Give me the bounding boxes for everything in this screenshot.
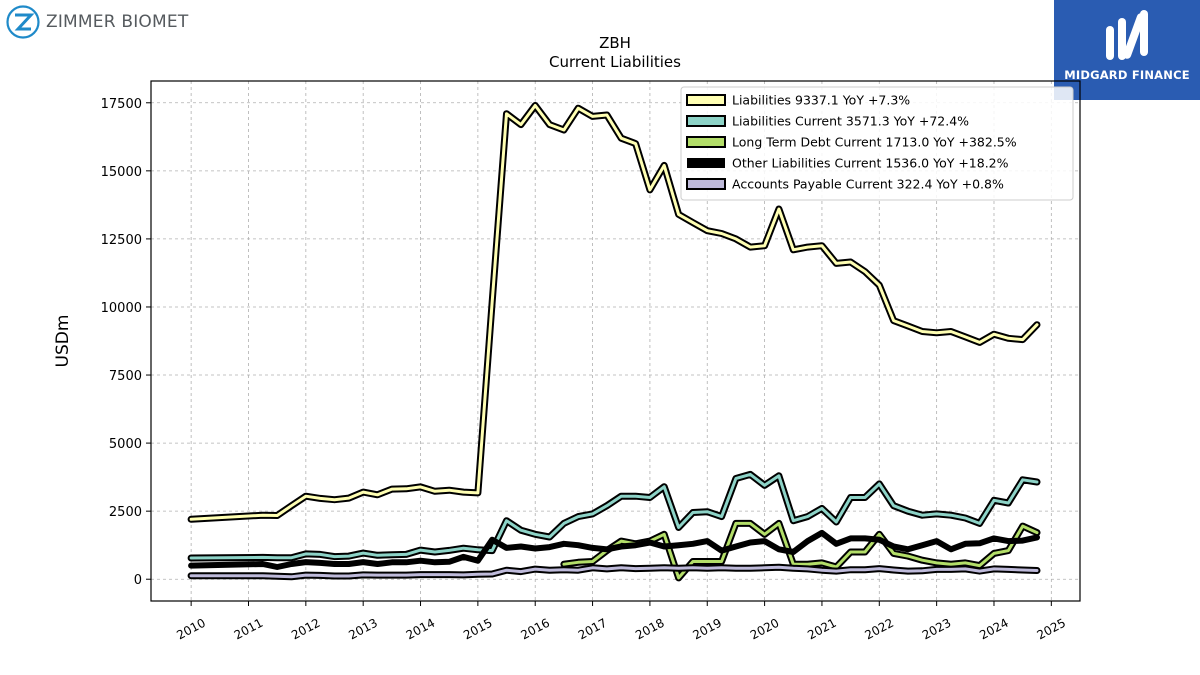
x-tick-label: 2016	[518, 616, 552, 643]
x-tick-label: 2020	[748, 616, 782, 643]
x-tick-label: 2023	[920, 616, 954, 643]
series-line	[189, 104, 1039, 521]
x-tick-label: 2022	[863, 616, 897, 643]
legend-box	[680, 86, 1074, 201]
legend-swatch	[686, 136, 726, 148]
midgard-m-logo-icon	[1106, 10, 1148, 60]
zimmer-biomet-z-logo-icon	[6, 5, 40, 39]
series-line	[189, 565, 1039, 579]
x-tick-label: 2011	[232, 616, 266, 643]
legend-swatch	[687, 158, 725, 168]
y-tick-label: 15000	[101, 165, 142, 180]
chart-title: ZBH	[599, 34, 631, 52]
x-tick-label: 2014	[404, 616, 438, 643]
y-tick-label: 7500	[109, 369, 142, 384]
x-tick-label: 2010	[174, 616, 208, 643]
x-tick-label: 2024	[977, 616, 1011, 643]
x-tick-label: 2019	[690, 616, 724, 643]
series-group	[187, 102, 1041, 582]
legend-label: Long Term Debt Current 1713.0 YoY +382.5…	[732, 135, 1017, 150]
legend-label: Liabilities Current 3571.3 YoY +72.4%	[732, 114, 969, 129]
x-tick-label: 2013	[346, 616, 380, 643]
chart-subtitle: Current Liabilities	[549, 53, 681, 71]
legend-swatch	[686, 178, 726, 190]
midgard-finance-badge: MIDGARD FINANCE	[1054, 0, 1200, 100]
legend-label: Accounts Payable Current 322.4 YoY +0.8%	[732, 177, 1004, 192]
y-tick-label: 17500	[101, 97, 142, 112]
x-tick-label: 2021	[805, 616, 839, 643]
y-tick-label: 5000	[109, 437, 142, 452]
x-tick-label: 2018	[633, 616, 667, 643]
x-tick-label: 2015	[461, 616, 495, 643]
x-tick-label: 2017	[576, 616, 610, 643]
plot-frame	[150, 80, 1081, 602]
legend-swatch	[686, 94, 726, 106]
y-tick-label: 0	[134, 573, 142, 588]
x-tick-label: 2012	[289, 616, 323, 643]
brand-name: ZIMMER BIOMET	[46, 12, 189, 32]
y-tick-label: 12500	[101, 233, 142, 248]
series-line	[188, 529, 1040, 570]
y-tick-label: 2500	[109, 505, 142, 520]
legend-label: Liabilities 9337.1 YoY +7.3%	[732, 93, 910, 108]
y-tick-label: 10000	[101, 301, 142, 316]
series-line	[189, 472, 1039, 560]
legend-label: Other Liabilities Current 1536.0 YoY +18…	[732, 156, 1009, 171]
y-axis-label: USDm	[53, 315, 73, 368]
legend-swatch	[686, 115, 726, 127]
x-tick-label: 2025	[1035, 616, 1069, 643]
brand-logo: ZIMMER BIOMET	[6, 5, 188, 39]
badge-name: MIDGARD FINANCE	[1064, 68, 1190, 82]
legend: Liabilities 9337.1 YoY +7.3% Liabilities …	[680, 86, 1074, 201]
